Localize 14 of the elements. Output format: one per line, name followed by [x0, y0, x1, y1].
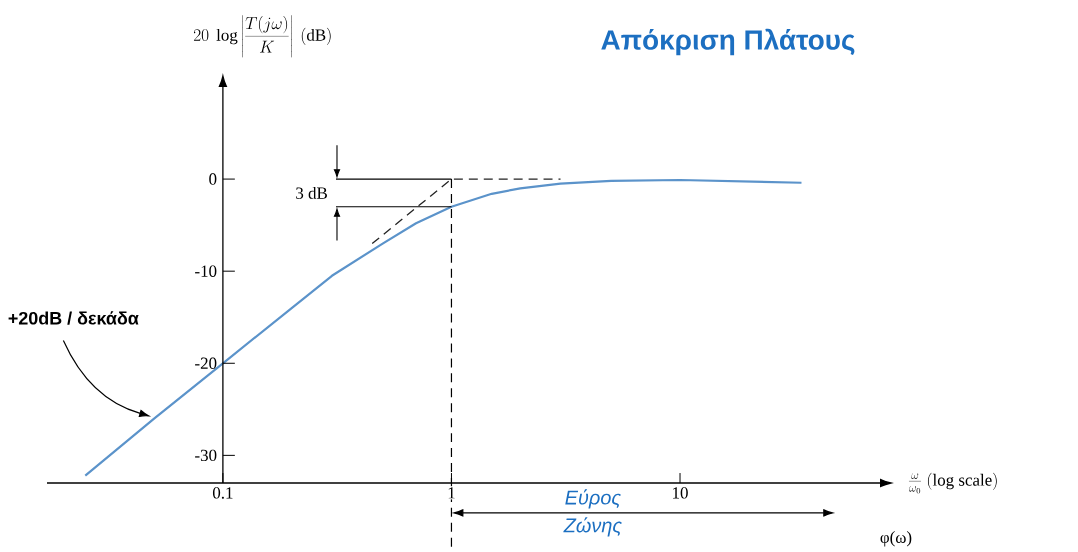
y-tick-label: -20	[195, 357, 217, 369]
annotation: 3 dB	[296, 186, 327, 199]
chart-title: Απόκριση Πλάτους	[601, 28, 855, 56]
y-tick-label: 0	[209, 173, 217, 185]
x-tick-label: 10	[673, 487, 688, 499]
y-tick-label: -10	[195, 265, 217, 277]
x-tick-label: 1	[448, 487, 455, 499]
text: φ(ω)	[880, 531, 912, 547]
y-tick-label: -30	[195, 449, 217, 462]
y-axis-title: $20\ \log\left|\frac{T(j\omega)}{K}\right|\ (\mathrm{dB})$	[193, 15, 331, 58]
annotation: +20dB / δεκάδα	[8, 311, 139, 325]
text: Εύρος Ζώνης	[563, 489, 623, 537]
x-axis-title: $\frac{\omega}{\omega_0}\ \mathrm{(log\ scale)}$	[908, 472, 997, 494]
x-tick-label: 0.1	[212, 487, 233, 499]
